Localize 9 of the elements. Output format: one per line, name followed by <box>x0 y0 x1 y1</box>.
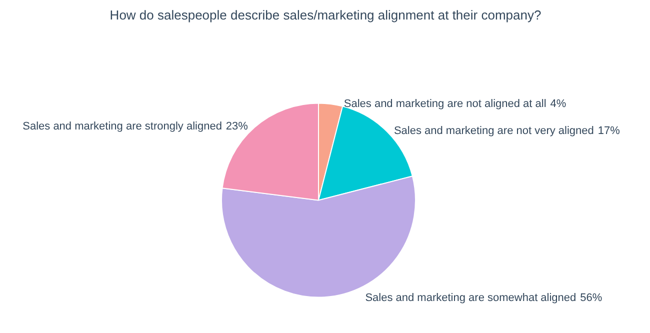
slice-label: Sales and marketing are not aligned at all <box>344 98 546 110</box>
data-label: 17% <box>598 124 620 137</box>
data-label: 56% <box>580 292 602 304</box>
data-label: 23% <box>226 120 248 133</box>
chart-title: How do salespeople describe sales/marketing alignment at their company? <box>110 8 542 22</box>
slice-label: Sales and marketing are not very aligned <box>394 124 594 137</box>
data-label: 4% <box>550 98 566 110</box>
slice-label: Sales and marketing are strongly aligned <box>22 120 222 133</box>
slice-label: Sales and marketing are somewhat aligned <box>365 292 576 304</box>
